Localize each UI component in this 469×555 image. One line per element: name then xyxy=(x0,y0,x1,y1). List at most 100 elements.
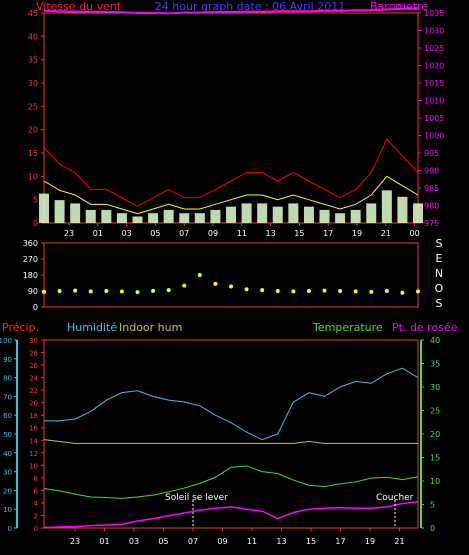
humidity-series-line xyxy=(44,367,419,441)
precip-axis: 0 10 20 30 40 50 60 70 80 90 100 xyxy=(0,337,17,533)
hum-tick-label: 4 xyxy=(34,500,39,508)
direction-point xyxy=(182,283,187,288)
direction-point xyxy=(244,287,249,292)
wind-bar xyxy=(350,209,361,223)
sunrise-label: Soleil se lever xyxy=(165,493,228,503)
hum-tick-label: 18 xyxy=(29,412,38,420)
direction-point xyxy=(384,289,389,293)
climate-x-tick-label: 05 xyxy=(158,537,168,546)
dewpoint-series-line xyxy=(43,500,419,529)
baro-tick-label: 1025 xyxy=(424,44,444,53)
wind-bar xyxy=(319,209,330,223)
climate-x-tick-label: 13 xyxy=(276,537,286,546)
precip-tick-label: 60 xyxy=(3,412,12,420)
wind-bar xyxy=(148,213,159,223)
climate-x-tick-label: 09 xyxy=(217,537,227,546)
hum-tick-label: 2 xyxy=(34,512,38,520)
direction-point xyxy=(229,284,233,289)
temp-tick-label: 0 xyxy=(430,524,435,533)
wind-panel: Vitesse du vent 24 hour graph date : 06 … xyxy=(28,0,445,238)
barometer-axis: 975 980 985 990 995 1000 1005 1010 1015 1020 1025 1… xyxy=(418,9,444,228)
wind-plot-frame xyxy=(43,12,419,224)
hum-tick-label: 10 xyxy=(29,462,38,470)
temp-tick-label: 40 xyxy=(430,336,440,345)
wind-bar xyxy=(397,196,408,223)
wind-x-tick-label: 13 xyxy=(266,229,276,238)
hum-tick-label: 24 xyxy=(29,375,38,383)
direction-point xyxy=(306,289,311,293)
direction-points-layer xyxy=(42,273,420,295)
precip-tick-label: 10 xyxy=(3,506,12,514)
climate-x-tick-label: 21 xyxy=(394,537,404,546)
wind-x-tick-label: 23 xyxy=(64,229,74,238)
temp-tick-label: 15 xyxy=(430,454,440,463)
precip-tick-label: 20 xyxy=(3,487,12,495)
wind-bar xyxy=(54,200,65,223)
dir-tick-label: 90 xyxy=(28,287,38,296)
wind-bar xyxy=(288,203,299,223)
climate-plot-frame xyxy=(43,339,419,529)
wind-bar xyxy=(194,213,205,223)
dir-tick-label: 0 xyxy=(33,303,38,312)
climate-x-tick-label: 17 xyxy=(335,537,345,546)
wind-bar xyxy=(210,209,221,223)
direction-point xyxy=(57,289,62,293)
baro-tick-label: 1015 xyxy=(424,79,444,88)
wind-tick-label: 5 xyxy=(33,196,38,205)
wind-x-tick-label: 17 xyxy=(323,229,333,238)
baro-tick-label: 990 xyxy=(424,167,439,176)
climate-x-tick-label: 03 xyxy=(129,537,139,546)
temperature-axis: 0 5 10 15 20 25 30 35 40 xyxy=(421,336,440,533)
barometer-title: Barometre xyxy=(370,0,428,13)
hum-tick-label: 12 xyxy=(29,450,38,458)
hum-tick-label: 20 xyxy=(29,400,38,408)
hum-tick-label: 28 xyxy=(29,350,38,358)
wind-x-tick-label: 11 xyxy=(237,229,247,238)
direction-point xyxy=(260,288,265,293)
direction-point xyxy=(73,288,78,293)
direction-point xyxy=(322,288,327,293)
dewpoint-label: Pt. de rosée xyxy=(392,321,458,334)
direction-point xyxy=(353,289,358,294)
barometer-series-line xyxy=(43,7,419,15)
wind-tick-label: 10 xyxy=(28,172,38,181)
climate-x-tick-label: 19 xyxy=(365,537,375,546)
direction-point xyxy=(416,289,420,294)
humidity-label: Humidité xyxy=(67,321,117,334)
sunset-label: Coucher xyxy=(376,493,414,503)
wind-x-tick-label: 19 xyxy=(352,229,362,238)
compass-letter: S xyxy=(436,297,443,310)
compass-letter: N xyxy=(435,267,443,280)
wind-x-tick-label: 01 xyxy=(93,229,103,238)
wind-title: Vitesse du vent xyxy=(36,0,122,13)
direction-axis: 0 90 180 270 360 xyxy=(23,239,44,312)
direction-point xyxy=(291,289,296,294)
wind-bar xyxy=(85,209,96,223)
climate-x-tick-label: 11 xyxy=(247,537,257,546)
baro-tick-label: 1020 xyxy=(424,62,444,71)
precip-tick-label: 40 xyxy=(3,450,12,458)
hum-tick-label: 26 xyxy=(29,362,38,370)
compass-letter: S xyxy=(436,237,443,250)
wind-tick-label: 20 xyxy=(28,126,38,135)
wind-bar xyxy=(241,203,252,223)
wind-bar xyxy=(413,203,423,223)
precip-tick-label: 90 xyxy=(3,356,12,364)
baro-tick-label: 1000 xyxy=(424,132,444,141)
wind-tick-label: 40 xyxy=(28,32,38,41)
wind-bar xyxy=(39,193,49,223)
wind-bar xyxy=(303,206,314,223)
wind-tick-label: 0 xyxy=(33,219,38,228)
climate-x-tick-label: 15 xyxy=(306,537,316,546)
wind-bar xyxy=(132,216,143,223)
direction-point xyxy=(166,288,171,293)
wind-x-tick-label: 03 xyxy=(122,229,132,238)
wind-tick-label: 25 xyxy=(28,102,38,111)
baro-tick-label: 985 xyxy=(424,184,439,193)
precip-tick-label: 0 xyxy=(8,525,12,533)
wind-x-tick-label: 07 xyxy=(179,229,189,238)
baro-tick-label: 980 xyxy=(424,202,439,211)
